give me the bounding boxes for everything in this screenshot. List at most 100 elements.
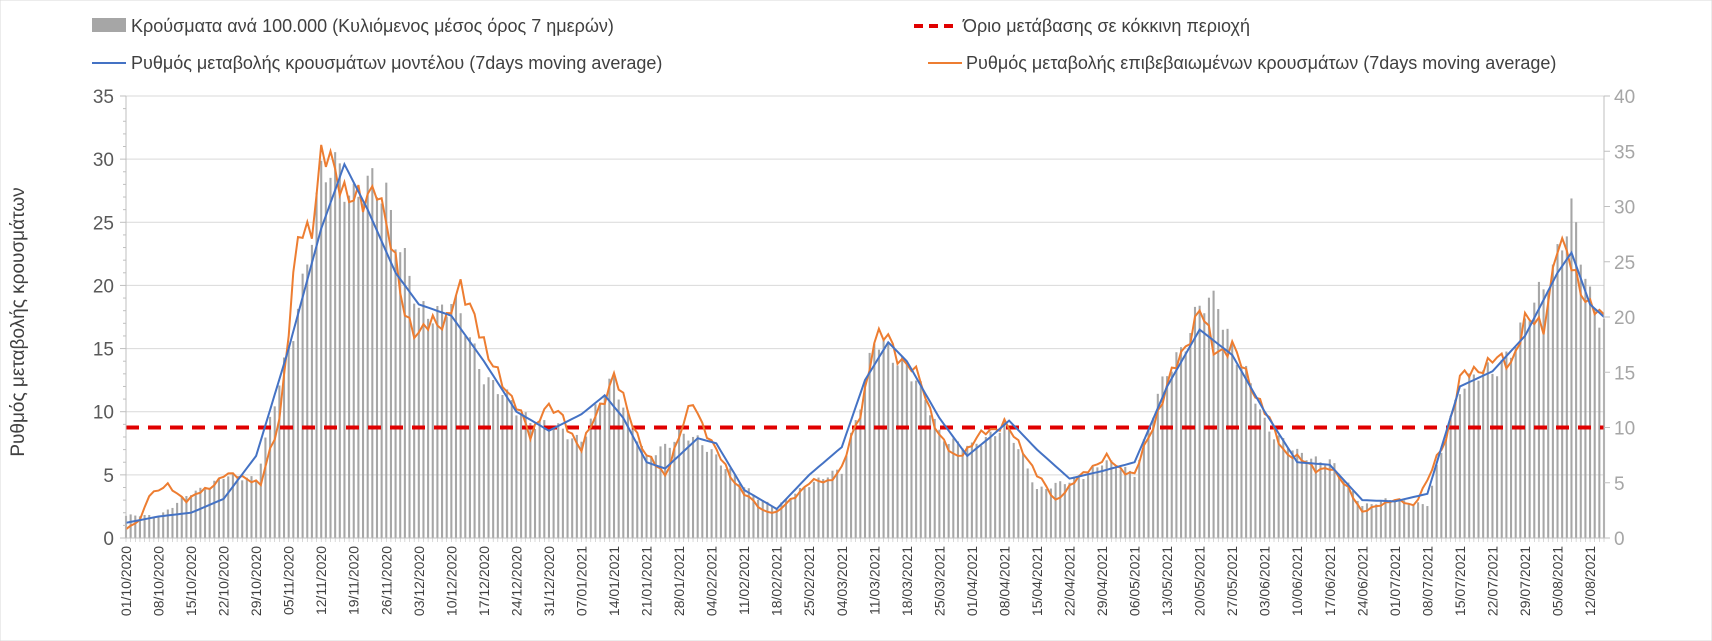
- bar: [1026, 468, 1029, 538]
- legend-bars-label: Κρούσματα ανά 100.000 (Κυλιόμενος μέσος …: [131, 16, 614, 36]
- bar: [1110, 460, 1113, 538]
- bar: [1124, 466, 1127, 538]
- bar: [1012, 442, 1015, 538]
- bar: [1245, 365, 1248, 538]
- legend-model-label: Ρυθμός μεταβολής κρουσμάτων μοντέλου (7d…: [131, 53, 662, 73]
- bar: [947, 443, 950, 538]
- y-tick-label: 30: [93, 150, 114, 171]
- bar: [1454, 399, 1457, 538]
- bar: [575, 434, 578, 538]
- bar: [970, 442, 973, 538]
- bar: [636, 441, 639, 538]
- bar: [1412, 504, 1415, 538]
- bar: [134, 515, 137, 538]
- bar: [468, 337, 471, 538]
- bar: [524, 412, 527, 538]
- bar: [152, 517, 155, 538]
- bar: [1491, 373, 1494, 538]
- bar: [1249, 383, 1252, 538]
- y2-tick-label: 15: [1614, 363, 1635, 384]
- bar: [729, 468, 732, 538]
- bar: [1324, 465, 1327, 538]
- bar: [1045, 489, 1048, 538]
- x-tick-label: 19/11/2020: [346, 546, 362, 615]
- bar: [394, 249, 397, 539]
- bar: [1166, 376, 1169, 538]
- y-tick-label: 15: [93, 340, 114, 361]
- bar: [557, 423, 560, 538]
- bar: [190, 495, 193, 538]
- bar: [1198, 305, 1201, 538]
- bar: [269, 416, 272, 538]
- bar: [506, 389, 509, 538]
- bar: [282, 357, 286, 538]
- x-tick-label: 03/12/2020: [411, 546, 427, 616]
- bar: [1482, 370, 1485, 538]
- bar: [1296, 448, 1299, 538]
- bar: [771, 506, 774, 538]
- bar: [682, 433, 685, 538]
- bar: [366, 175, 369, 539]
- bar: [1565, 236, 1568, 539]
- confirmed-line: [125, 144, 1605, 530]
- bar: [956, 441, 959, 538]
- bar: [1500, 359, 1503, 538]
- x-tick-label: 29/07/2021: [1517, 546, 1533, 616]
- bar: [427, 318, 430, 538]
- bar: [1547, 292, 1550, 538]
- bar: [822, 479, 825, 538]
- bar: [352, 183, 355, 538]
- bar: [1305, 460, 1308, 538]
- x-tick-label: 06/05/2021: [1127, 546, 1143, 616]
- bar: [1286, 448, 1289, 538]
- y2-tick-label: 25: [1614, 253, 1635, 274]
- y2-tick-label: 30: [1614, 198, 1635, 219]
- bar: [664, 443, 667, 538]
- line-series: [125, 144, 1605, 530]
- bar: [1263, 417, 1266, 538]
- y-tick-label: 25: [93, 213, 114, 234]
- bar: [887, 343, 890, 538]
- bar: [668, 447, 671, 538]
- bar: [408, 275, 411, 538]
- x-tick-label: 21/01/2021: [639, 546, 655, 616]
- bar: [840, 473, 843, 538]
- bar: [901, 356, 904, 538]
- bar: [529, 423, 532, 538]
- bar: [1379, 500, 1382, 538]
- bar: [301, 273, 304, 538]
- bar: [501, 394, 504, 538]
- bar: [687, 440, 690, 538]
- bar: [966, 445, 969, 538]
- bar: [1087, 473, 1090, 538]
- bar: [441, 304, 444, 538]
- bar: [757, 499, 760, 538]
- bar: [603, 396, 606, 538]
- bar: [538, 421, 541, 538]
- bar: [738, 483, 741, 538]
- bar: [1114, 467, 1118, 538]
- bar-series: [124, 152, 1606, 539]
- x-tick-label: 12/08/2021: [1582, 546, 1598, 616]
- bar: [348, 195, 351, 538]
- x-tick-label: 14/01/2021: [606, 546, 622, 616]
- x-tick-label: 25/02/2021: [801, 546, 817, 616]
- legend: Κρούσματα ανά 100.000 (Κυλιόμενος μέσος …: [92, 16, 1556, 73]
- bar: [868, 352, 871, 538]
- bar: [320, 160, 323, 539]
- bar: [450, 303, 453, 538]
- bar: [863, 381, 867, 538]
- bar: [1333, 463, 1336, 538]
- y-tick-label: 0: [103, 529, 114, 550]
- bar: [1147, 428, 1150, 538]
- bar: [417, 307, 420, 538]
- bar: [836, 469, 839, 538]
- bar: [650, 456, 653, 538]
- bar: [171, 507, 174, 538]
- y-tick-label: 35: [93, 87, 114, 108]
- x-tick-label: 24/06/2021: [1354, 546, 1370, 616]
- bar: [1579, 264, 1582, 538]
- bar: [1393, 499, 1396, 538]
- bar: [1421, 504, 1424, 538]
- bar: [942, 441, 946, 538]
